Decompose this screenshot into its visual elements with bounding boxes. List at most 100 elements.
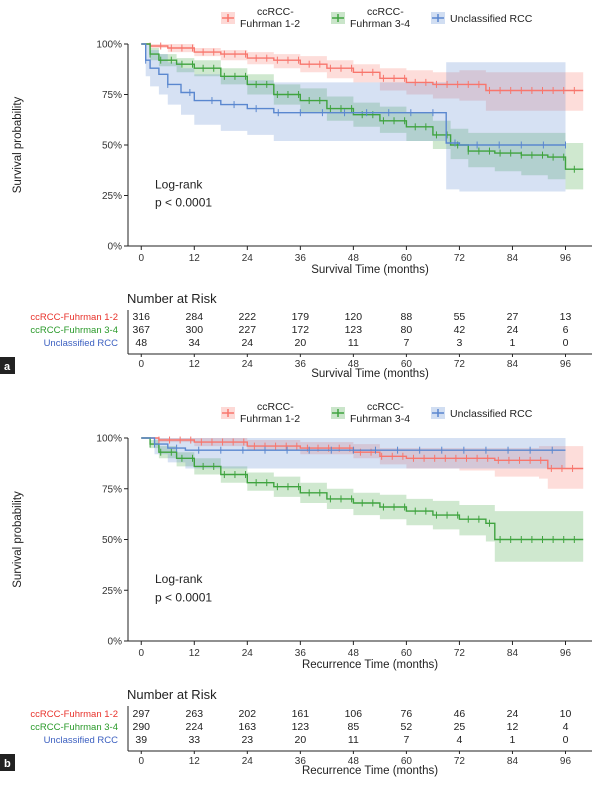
risk-x-tick-label: 72 xyxy=(454,756,466,767)
risk-row-label: Unclassified RCC xyxy=(44,735,119,746)
risk-count: 20 xyxy=(294,734,306,746)
x-tick-label: 36 xyxy=(295,648,307,659)
risk-count: 10 xyxy=(560,708,572,720)
risk-count: 48 xyxy=(135,337,147,349)
risk-count: 85 xyxy=(348,721,360,733)
risk-x-tick-label: 24 xyxy=(242,359,254,370)
risk-count: 6 xyxy=(563,324,569,336)
p-value-label: p < 0.0001 xyxy=(155,196,212,210)
risk-x-tick-label: 0 xyxy=(138,359,144,370)
risk-count: 80 xyxy=(401,324,413,336)
p-value-label: p < 0.0001 xyxy=(155,590,212,604)
risk-count: 7 xyxy=(403,734,409,746)
risk-count: 20 xyxy=(294,337,306,349)
x-axis-title: Survival Time (months) xyxy=(311,264,429,276)
risk-count: 300 xyxy=(186,324,204,336)
risk-x-tick-label: 36 xyxy=(295,359,307,370)
risk-count: 202 xyxy=(239,708,257,720)
y-axis-title: Survival probability xyxy=(12,491,24,588)
risk-x-tick-label: 60 xyxy=(401,756,413,767)
survival-curve xyxy=(141,43,584,170)
risk-x-tick-label: 72 xyxy=(454,359,466,370)
y-tick-label: 75% xyxy=(102,90,122,101)
risk-x-tick-label: 60 xyxy=(401,359,413,370)
risk-count: 88 xyxy=(401,311,413,323)
panel-letter-bg xyxy=(0,357,15,374)
x-tick-label: 84 xyxy=(507,648,519,659)
risk-count: 297 xyxy=(132,708,150,720)
risk-count: 27 xyxy=(507,311,519,323)
legend-label: ccRCC-Fuhrman 3-4 xyxy=(350,6,410,30)
risk-table-title: Number at Risk xyxy=(127,291,217,306)
risk-count: 33 xyxy=(188,734,200,746)
legend-label: ccRCC-Fuhrman 1-2 xyxy=(240,401,300,425)
risk-count: 24 xyxy=(507,708,519,720)
legend-label: Unclassified RCC xyxy=(450,408,533,420)
risk-count: 106 xyxy=(345,708,363,720)
risk-row-label: ccRCC-Fuhrman 3-4 xyxy=(30,722,118,733)
x-axis-title: Recurrence Time (months) xyxy=(302,659,438,671)
x-tick-label: 60 xyxy=(401,648,413,659)
risk-x-tick-label: 12 xyxy=(189,756,201,767)
risk-count: 0 xyxy=(563,337,569,349)
risk-x-axis-title: Survival Time (months) xyxy=(311,368,429,380)
risk-table-title: Number at Risk xyxy=(127,687,217,702)
risk-count: 52 xyxy=(401,721,413,733)
x-tick-label: 0 xyxy=(138,253,144,264)
risk-count: 224 xyxy=(186,721,204,733)
risk-count: 120 xyxy=(345,311,363,323)
x-tick-label: 84 xyxy=(507,253,519,264)
risk-count: 163 xyxy=(239,721,257,733)
survival-curve xyxy=(141,43,584,92)
risk-x-tick-label: 48 xyxy=(348,756,360,767)
risk-count: 24 xyxy=(507,324,519,336)
risk-x-tick-label: 0 xyxy=(138,756,144,767)
panel-letter: a xyxy=(4,361,11,373)
survival-curve xyxy=(141,437,584,541)
risk-count: 3 xyxy=(457,337,463,349)
risk-count: 284 xyxy=(186,311,204,323)
ci-band xyxy=(141,44,584,111)
risk-count: 227 xyxy=(239,324,257,336)
risk-row-label: ccRCC-Fuhrman 1-2 xyxy=(30,709,118,720)
risk-count: 1 xyxy=(510,734,516,746)
x-tick-label: 60 xyxy=(401,253,413,264)
risk-count: 123 xyxy=(345,324,363,336)
risk-x-tick-label: 84 xyxy=(507,359,519,370)
risk-count: 161 xyxy=(292,708,310,720)
risk-count: 24 xyxy=(241,337,253,349)
x-tick-label: 12 xyxy=(189,648,201,659)
risk-x-tick-label: 12 xyxy=(189,359,201,370)
risk-x-tick-label: 24 xyxy=(242,756,254,767)
panel-b: ccRCC-Fuhrman 1-2 ccRCC-Fuhrman 3-4 Unclas… xyxy=(0,401,592,777)
panel-letter-bg xyxy=(0,754,15,771)
y-tick-label: 100% xyxy=(96,40,122,51)
logrank-label: Log-rank xyxy=(155,177,203,191)
risk-x-tick-label: 96 xyxy=(560,756,572,767)
survival-curve xyxy=(141,43,566,146)
y-axis-title: Survival probability xyxy=(12,96,24,193)
risk-count: 179 xyxy=(292,311,310,323)
y-tick-label: 25% xyxy=(102,586,122,597)
x-tick-label: 24 xyxy=(242,253,254,264)
x-tick-label: 48 xyxy=(348,253,360,264)
y-tick-label: 0% xyxy=(108,242,123,253)
risk-count: 39 xyxy=(135,734,147,746)
risk-x-tick-label: 96 xyxy=(560,359,572,370)
survival-curve xyxy=(141,437,584,470)
risk-x-axis-title: Recurrence Time (months) xyxy=(302,765,438,777)
risk-count: 290 xyxy=(132,721,150,733)
x-tick-label: 96 xyxy=(560,253,572,264)
risk-count: 1 xyxy=(510,337,516,349)
x-tick-label: 96 xyxy=(560,648,572,659)
risk-count: 76 xyxy=(401,708,413,720)
risk-count: 34 xyxy=(188,337,200,349)
x-tick-label: 36 xyxy=(295,253,307,264)
panel-letter: b xyxy=(4,758,11,770)
risk-count: 13 xyxy=(560,311,572,323)
x-tick-label: 48 xyxy=(348,648,360,659)
x-tick-label: 0 xyxy=(138,648,144,659)
risk-count: 42 xyxy=(454,324,466,336)
x-tick-label: 12 xyxy=(189,253,201,264)
